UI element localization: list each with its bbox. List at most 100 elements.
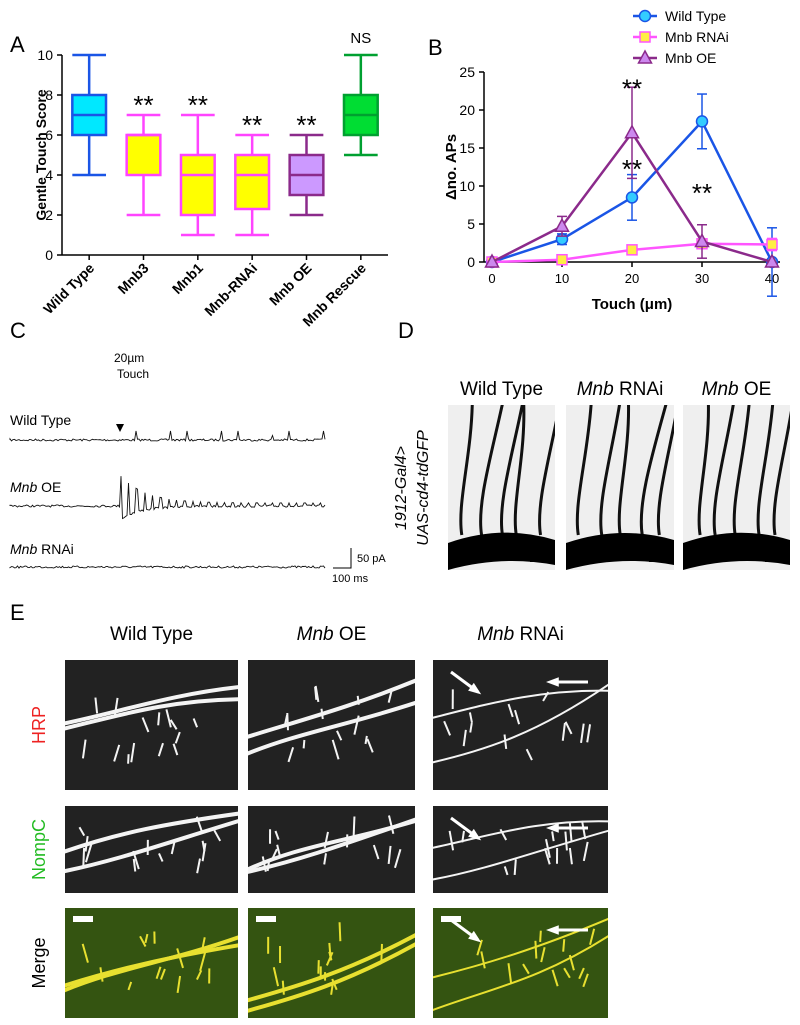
marker xyxy=(639,31,651,43)
dendrite xyxy=(617,405,631,536)
dendrite-spine xyxy=(169,719,178,730)
dendrite-spine xyxy=(563,967,571,979)
dendrite-spine xyxy=(394,848,402,869)
significance: ** xyxy=(692,178,712,208)
significance: ** xyxy=(622,154,642,184)
x-tick-label: 0 xyxy=(488,271,495,286)
column-label-text: OE xyxy=(339,624,366,645)
arrow-head xyxy=(546,823,559,833)
dendrite-spine xyxy=(174,731,181,744)
micrograph xyxy=(433,660,608,790)
marker xyxy=(694,232,710,248)
trace-label: Mnb RNAi xyxy=(10,541,74,557)
dendrite xyxy=(65,685,238,726)
column-label-italic: Mnb xyxy=(702,379,739,400)
dendrite-spine xyxy=(542,691,550,702)
dendrite-spine xyxy=(159,968,166,980)
panel-letter: B xyxy=(428,35,443,60)
dendrite-spine xyxy=(132,858,137,872)
dendrite xyxy=(575,405,593,536)
dendrite-spine xyxy=(551,969,559,987)
dendrite-spine xyxy=(272,967,280,987)
dendrite-spine xyxy=(323,853,327,865)
dendrite-spine xyxy=(480,951,486,969)
arrow-head xyxy=(468,682,482,695)
dendrite-spine xyxy=(127,981,133,991)
column-label: Mnb OE xyxy=(702,379,772,400)
y-axis-label: Δno. APs xyxy=(443,134,460,200)
column-label: Mnb RNAi xyxy=(477,624,564,645)
dendrite-spine xyxy=(580,723,585,744)
dendrite xyxy=(433,935,608,1012)
dendrite xyxy=(756,405,775,536)
trace-label: Wild Type xyxy=(10,412,71,428)
trace-label-text: Wild Type xyxy=(10,412,71,428)
y-tick-label: 2 xyxy=(45,207,53,223)
micrograph xyxy=(248,660,415,790)
dendrite-spine xyxy=(331,978,338,991)
dendrite xyxy=(712,405,735,536)
dendrite-spine xyxy=(132,850,140,870)
dendrite-spine xyxy=(314,685,320,703)
dendrite-spine xyxy=(564,721,573,735)
dendrite-spine xyxy=(568,822,573,842)
dendrite-spine xyxy=(581,820,587,840)
scale-y-label: 50 pA xyxy=(357,553,386,565)
trace xyxy=(9,430,326,443)
dendrite xyxy=(248,700,415,756)
x-tick-label: 30 xyxy=(695,271,709,286)
arrow-head xyxy=(468,828,482,841)
dendrite-spine xyxy=(155,966,162,980)
dendrite xyxy=(538,420,555,536)
dendrite-spine xyxy=(336,730,343,741)
dendrite-spine xyxy=(503,866,509,876)
dendrite xyxy=(433,689,608,719)
dendrite-spine xyxy=(281,980,285,995)
dendrite-spine xyxy=(271,848,278,860)
x-tick-label: 20 xyxy=(625,271,639,286)
scale-bar xyxy=(441,916,461,922)
dendrite-spine xyxy=(568,954,575,971)
dendrite-spine xyxy=(172,743,179,756)
micrograph xyxy=(683,405,790,570)
micrograph xyxy=(566,405,674,570)
scale-bar xyxy=(73,916,93,922)
y-tick-label: 10 xyxy=(459,178,475,194)
dendrite-spine xyxy=(141,717,150,733)
trace-label-italic: Mnb xyxy=(10,479,37,495)
dendrite-spine xyxy=(325,951,334,966)
trace-label-italic: Mnb xyxy=(10,541,37,557)
arrow-head xyxy=(468,930,482,943)
cell-body-band xyxy=(448,532,555,570)
panel-letter: E xyxy=(10,600,25,625)
marker xyxy=(556,253,568,266)
trace xyxy=(9,565,326,569)
column-label-text: RNAi xyxy=(619,379,663,400)
dendrite xyxy=(65,819,238,874)
dendrite xyxy=(500,405,524,536)
dendrite-spine xyxy=(157,712,161,726)
row-label: NompC xyxy=(29,819,49,880)
dendrite-spine xyxy=(468,712,473,724)
cell-body-band xyxy=(566,532,674,570)
dendrite-spine xyxy=(469,722,473,733)
dendrite-spine xyxy=(113,697,119,716)
dendrite xyxy=(248,942,415,1013)
scale-bar xyxy=(333,548,352,569)
column-label: Wild Type xyxy=(460,379,543,400)
dendrite-spine xyxy=(139,935,147,947)
dendrite-spine xyxy=(568,847,573,865)
x-tick-label: Mnb3 xyxy=(114,260,151,297)
dendrite-spine xyxy=(84,843,93,863)
dendrite-spine xyxy=(330,981,335,995)
dendrite-spine xyxy=(200,937,206,952)
y-tick-label: 0 xyxy=(467,254,475,270)
x-tick-label: Mnb-RNAi xyxy=(201,260,260,319)
y-axis-label: Gentle Touch Score xyxy=(33,89,49,220)
green-haze xyxy=(248,908,415,1018)
marker xyxy=(554,217,570,233)
dendrite xyxy=(639,405,668,536)
y-tick-label: 25 xyxy=(459,64,475,80)
dendrite-spine xyxy=(165,709,172,728)
micrograph xyxy=(248,806,415,893)
